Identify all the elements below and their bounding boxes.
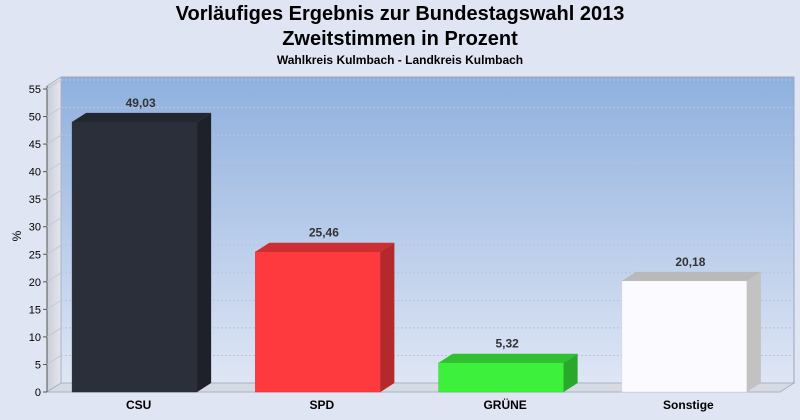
left-wall bbox=[46, 76, 62, 393]
gridline-wall bbox=[46, 355, 62, 365]
bar-side bbox=[380, 242, 395, 392]
bar-top bbox=[621, 271, 761, 281]
chart-title: Vorläufiges Ergebnis zur Bundestagswahl … bbox=[175, 3, 625, 25]
y-tick-label: 45 bbox=[29, 139, 41, 151]
y-tick-label: 50 bbox=[29, 112, 41, 124]
data-label: 20,18 bbox=[675, 255, 705, 269]
data-label: 25,46 bbox=[309, 226, 339, 240]
bar-front bbox=[621, 280, 748, 393]
bar-side bbox=[746, 271, 761, 392]
y-tick-label: 5 bbox=[35, 359, 41, 371]
bar-top bbox=[255, 242, 395, 252]
gridline-wall bbox=[46, 79, 62, 90]
y-tick-label: 55 bbox=[29, 84, 41, 96]
bar-front bbox=[255, 251, 381, 393]
y-tick-label: 10 bbox=[29, 332, 41, 344]
bar-side bbox=[563, 353, 578, 392]
y-tick-label: 15 bbox=[29, 304, 41, 316]
x-tick-label: CSU bbox=[126, 398, 151, 412]
gridline-wall bbox=[46, 299, 62, 310]
bar-front bbox=[71, 121, 198, 393]
gridline-wall bbox=[46, 134, 62, 145]
y-tick-label: 25 bbox=[29, 249, 41, 261]
bar-grüne bbox=[438, 353, 578, 393]
x-tick-label: Sonstige bbox=[663, 398, 714, 412]
gridline-wall bbox=[46, 327, 62, 338]
data-label: 49,03 bbox=[126, 96, 156, 110]
gridline-wall bbox=[46, 244, 62, 255]
x-tick-label: SPD bbox=[310, 398, 335, 412]
y-tick-label: 0 bbox=[35, 387, 41, 399]
bar-top bbox=[438, 353, 578, 363]
bar-sonstige bbox=[621, 271, 761, 393]
bar-side bbox=[197, 112, 212, 392]
bar-csu bbox=[71, 112, 212, 393]
bar-spd bbox=[255, 242, 395, 393]
y-tick-label: 20 bbox=[29, 277, 41, 289]
x-tick-label: GRÜNE bbox=[483, 397, 526, 412]
gridline-wall bbox=[46, 272, 62, 283]
data-label: 5,32 bbox=[495, 337, 519, 351]
y-tick-label: 30 bbox=[29, 222, 41, 234]
chart-subtitle: Zweitstimmen in Prozent bbox=[282, 28, 518, 50]
chart-caption: Wahlkreis Kulmbach - Landkreis Kulmbach bbox=[276, 53, 524, 67]
y-axis-label: % bbox=[10, 230, 24, 241]
y-tick-label: 35 bbox=[29, 194, 41, 206]
y-tick-label: 40 bbox=[29, 167, 41, 179]
gridline-wall bbox=[46, 217, 62, 228]
bar-top bbox=[72, 112, 212, 122]
gridline-wall bbox=[46, 189, 62, 200]
gridline-wall bbox=[46, 162, 62, 173]
gridline-wall bbox=[46, 107, 62, 117]
bar-front bbox=[438, 362, 564, 393]
